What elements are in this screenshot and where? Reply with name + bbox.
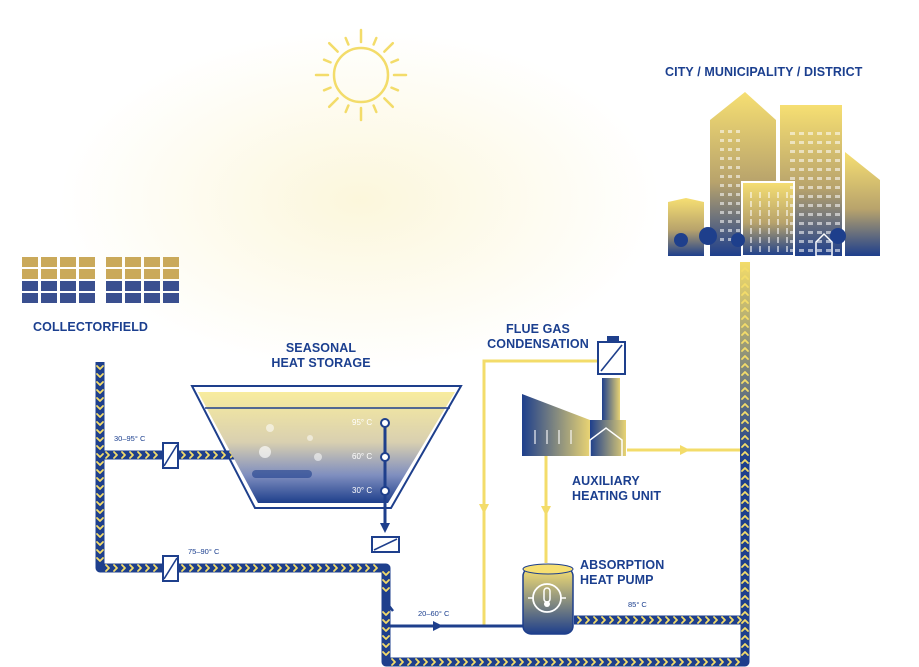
- flue-gas-condenser: [597, 336, 626, 375]
- temp-heat-pump-in: 20–60° C: [418, 609, 450, 618]
- sun-radiance: [60, 30, 660, 370]
- city-icon: [668, 92, 880, 257]
- temp-heat-pump-out: 85° C: [628, 600, 647, 609]
- collectorfield-panels: [22, 257, 179, 303]
- valve-return: [162, 555, 179, 582]
- collectorfield-label: COLLECTORFIELD: [33, 320, 149, 334]
- seasonal-storage-label-line1: SEASONAL: [285, 341, 357, 355]
- temp-storage-top: 95° C: [352, 418, 373, 427]
- temp-storage-mid: 60° C: [352, 452, 373, 461]
- temp-collector-return: 75–90° C: [188, 547, 220, 556]
- absorption-heat-pump-icon: [522, 563, 574, 635]
- absorption-heat-pump-label-line1: ABSORPTION: [580, 558, 665, 572]
- auxiliary-heating-label-line2: HEATING UNIT: [572, 489, 662, 503]
- city-supply-riser: [740, 262, 750, 462]
- city-label: CITY / MUNICIPALITY / DISTRICT: [665, 65, 863, 79]
- temp-storage-bottom: 30° C: [352, 486, 373, 495]
- flue-gas-label-line1: FLUE GAS: [506, 322, 570, 336]
- temp-collector-inlet: 30–95° C: [114, 434, 146, 443]
- auxiliary-heating-label-line1: AUXILIARY: [572, 474, 640, 488]
- heat-pump-inlet-arrow: [433, 621, 443, 631]
- seasonal-storage-label-line2: HEAT STORAGE: [271, 356, 371, 370]
- sun-icon: [314, 28, 408, 122]
- seasonal-heat-storage-tank: [190, 385, 463, 533]
- pipe-flow-chevrons: [96, 267, 749, 666]
- yellow-pipe-arrows: [479, 445, 690, 516]
- flue-gas-label-line2: CONDENSATION: [487, 337, 589, 351]
- factory-icon: [522, 378, 626, 456]
- absorption-heat-pump-label-line2: HEAT PUMP: [580, 573, 654, 587]
- valve-inlet: [162, 442, 179, 469]
- valve-storage-outlet: [371, 536, 400, 612]
